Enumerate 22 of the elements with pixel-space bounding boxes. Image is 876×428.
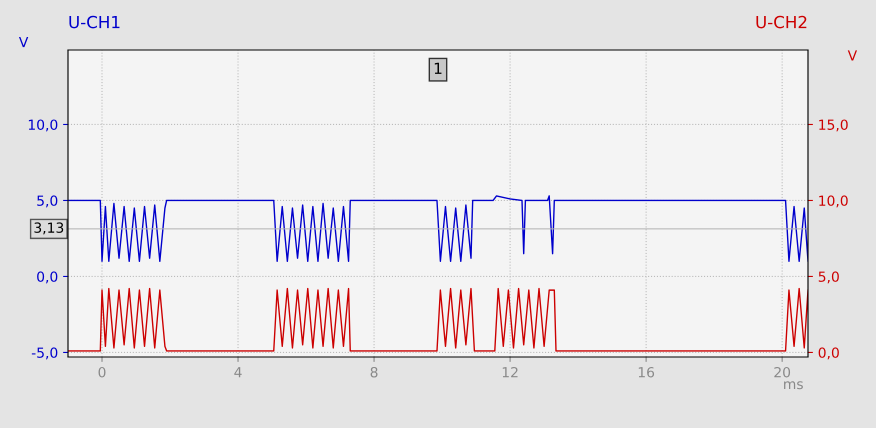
y2-axis-title: V <box>848 50 858 61</box>
y2-tick-label: 15,0 <box>819 119 848 132</box>
x-tick-label: 16 <box>638 366 654 378</box>
y-axis-title: V <box>18 36 28 48</box>
ref-line-label: 3,13 <box>34 222 64 234</box>
x-tick-label: 12 <box>502 366 518 378</box>
text: U-CH1 <box>69 16 120 28</box>
y2-tick-label: 0,0 <box>818 347 839 360</box>
x-tick-label: 8 <box>370 366 378 378</box>
y-tick-label: 0,0 <box>37 271 58 284</box>
line-series <box>68 288 808 352</box>
x-tick-label: 20 <box>774 366 790 378</box>
x-tick-label: 4 <box>234 367 242 378</box>
y2-tick-label: 10,0 <box>819 195 848 208</box>
text: U-CH2 <box>756 16 806 28</box>
y-tick-label: -5,0 <box>32 347 58 360</box>
y2-tick-label: 5,0 <box>818 271 839 284</box>
annotation: 1 <box>434 62 442 74</box>
y-tick-label: 10,0 <box>28 119 58 132</box>
x-tick-label: 0 <box>98 366 106 378</box>
y-tick-label: 5,0 <box>37 195 58 208</box>
x-axis-title: ms <box>784 381 803 390</box>
